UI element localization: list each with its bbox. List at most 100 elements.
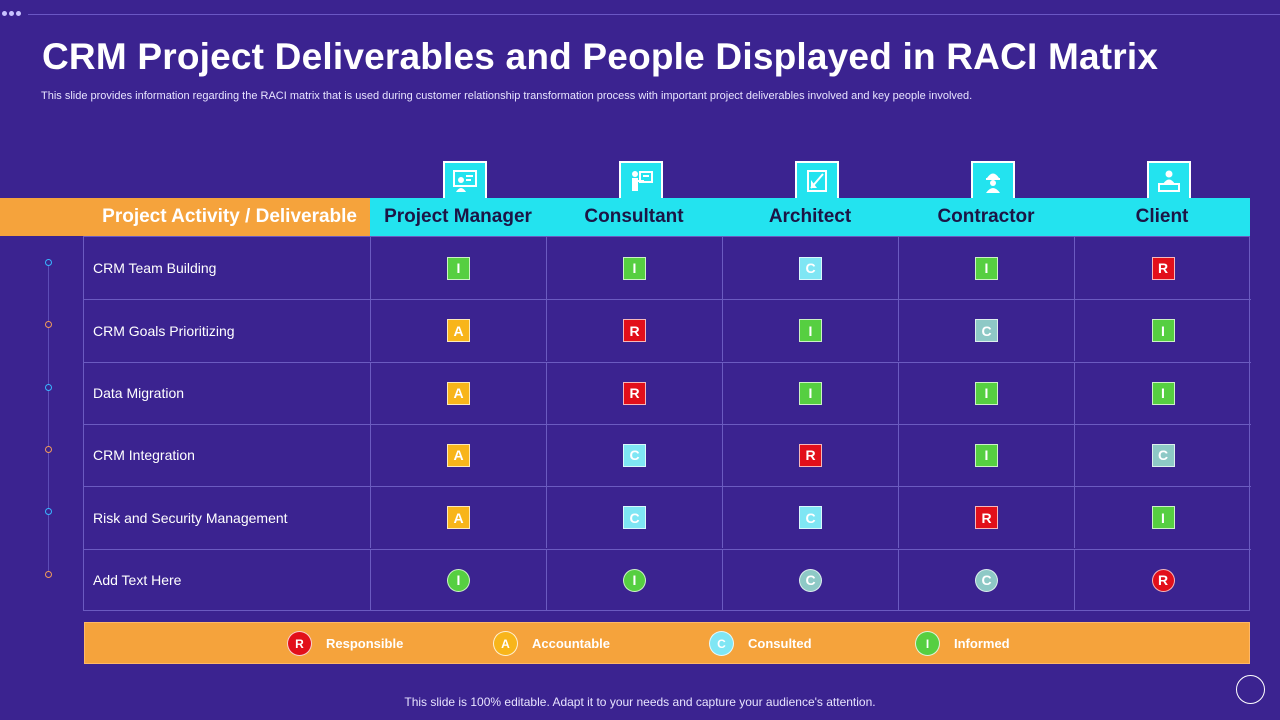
raci-cell: I: [899, 362, 1075, 424]
timeline-dot: [45, 508, 52, 515]
architect-icon: [795, 161, 839, 201]
raci-cell: R: [547, 300, 723, 362]
raci-cell: R: [723, 424, 899, 486]
raci-cell: A: [371, 300, 547, 362]
page-title: CRM Project Deliverables and People Disp…: [42, 36, 1159, 77]
table-row: Risk and Security Management A C C R I: [84, 486, 1251, 549]
raci-badge: R: [1151, 256, 1175, 280]
legend-item-consulted: C Consulted: [709, 631, 812, 656]
raci-cell: C: [1075, 425, 1251, 486]
raci-badge: I: [447, 568, 470, 592]
timeline-line: [48, 262, 49, 574]
raci-badge: C: [799, 506, 822, 530]
raci-badge: R: [623, 319, 646, 343]
top-divider: [28, 14, 1280, 15]
table-row: Add Text Here I I C C R: [84, 548, 1251, 611]
timeline-dot: [45, 571, 52, 578]
raci-table: CRM Team Building I I C I R CRM Goals Prioriti…: [83, 236, 1251, 611]
raci-badge: C: [799, 256, 822, 280]
raci-cell: C: [547, 424, 723, 486]
raci-badge: C: [975, 568, 998, 592]
raci-badge: I: [623, 256, 646, 280]
activity-label: Risk and Security Management: [84, 487, 371, 549]
raci-badge: A: [447, 443, 470, 467]
activity-label: CRM Goals Prioritizing: [84, 300, 371, 362]
raci-badge: C: [623, 506, 646, 530]
table-row: CRM Team Building I I C I R: [84, 237, 1251, 299]
raci-badge: A: [447, 319, 470, 343]
raci-badge: C: [623, 443, 646, 467]
raci-badge: I: [975, 256, 998, 280]
raci-badge: R: [799, 443, 822, 467]
raci-cell: I: [371, 237, 547, 299]
project-manager-icon: [443, 161, 487, 201]
raci-cell: I: [547, 237, 723, 299]
responsible-icon: R: [287, 631, 312, 656]
raci-cell: C: [723, 237, 899, 299]
informed-icon: I: [915, 631, 940, 656]
raci-badge: A: [447, 381, 470, 405]
raci-badge: I: [1151, 381, 1175, 405]
slide-dots: [2, 11, 21, 16]
raci-cell: C: [723, 549, 899, 611]
table-row: Data Migration A R I I I: [84, 361, 1251, 424]
raci-cell: R: [1075, 550, 1251, 611]
raci-cell: I: [371, 549, 547, 611]
raci-cell: I: [899, 424, 1075, 486]
raci-badge: A: [447, 506, 470, 530]
raci-cell: R: [899, 487, 1075, 549]
raci-badge: I: [975, 443, 998, 467]
raci-cell: C: [723, 487, 899, 549]
raci-cell: C: [899, 549, 1075, 611]
raci-cell: I: [899, 237, 1075, 299]
raci-badge: R: [1151, 568, 1175, 592]
raci-cell: R: [1075, 237, 1251, 299]
timeline-dot: [45, 321, 52, 328]
activity-label: Add Text Here: [84, 549, 371, 611]
raci-cell: I: [723, 300, 899, 362]
raci-badge: I: [799, 381, 822, 405]
raci-badge: C: [975, 319, 998, 343]
consultant-icon: [619, 161, 663, 201]
timeline-dot: [45, 259, 52, 266]
raci-badge: R: [975, 506, 998, 530]
raci-cell: A: [371, 487, 547, 549]
raci-badge: I: [623, 568, 646, 592]
activity-column-header: Project Activity / Deliverable: [0, 198, 370, 236]
role-header-band: Project Manager Consultant Architect Con…: [370, 198, 1250, 236]
raci-badge: I: [1151, 319, 1175, 343]
legend-item-responsible: R Responsible: [287, 631, 403, 656]
raci-cell: I: [1075, 363, 1251, 424]
raci-cell: I: [1075, 300, 1251, 361]
table-row: CRM Integration A C R I C: [84, 423, 1251, 486]
raci-cell: C: [899, 300, 1075, 362]
raci-badge: I: [447, 256, 470, 280]
raci-cell: A: [371, 362, 547, 424]
raci-cell: R: [547, 362, 723, 424]
role-header-contractor: Contractor: [937, 206, 1035, 227]
timeline-dot: [45, 446, 52, 453]
raci-cell: I: [547, 549, 723, 611]
role-header-project-manager: Project Manager: [384, 206, 532, 227]
raci-cell: I: [1075, 487, 1251, 548]
raci-badge: I: [1151, 506, 1175, 530]
legend-label: Consulted: [748, 636, 812, 651]
corner-circle-icon: [1236, 675, 1265, 704]
activity-label: CRM Integration: [84, 424, 371, 486]
raci-cell: A: [371, 424, 547, 486]
activity-label: Data Migration: [84, 362, 371, 424]
timeline-dot: [45, 384, 52, 391]
footer-note: This slide is 100% editable. Adapt it to…: [404, 695, 876, 709]
raci-badge: R: [623, 381, 646, 405]
raci-badge: I: [975, 381, 998, 405]
role-header-architect: Architect: [768, 206, 852, 227]
table-row: CRM Goals Prioritizing A R I C I: [84, 299, 1251, 362]
role-header-consultant: Consultant: [584, 206, 684, 227]
legend-item-accountable: A Accountable: [493, 631, 610, 656]
raci-badge: I: [799, 319, 822, 343]
raci-badge: C: [799, 568, 822, 592]
raci-badge: C: [1151, 443, 1175, 467]
accountable-icon: A: [493, 631, 518, 656]
client-icon: [1147, 161, 1191, 201]
legend-label: Accountable: [532, 636, 611, 651]
